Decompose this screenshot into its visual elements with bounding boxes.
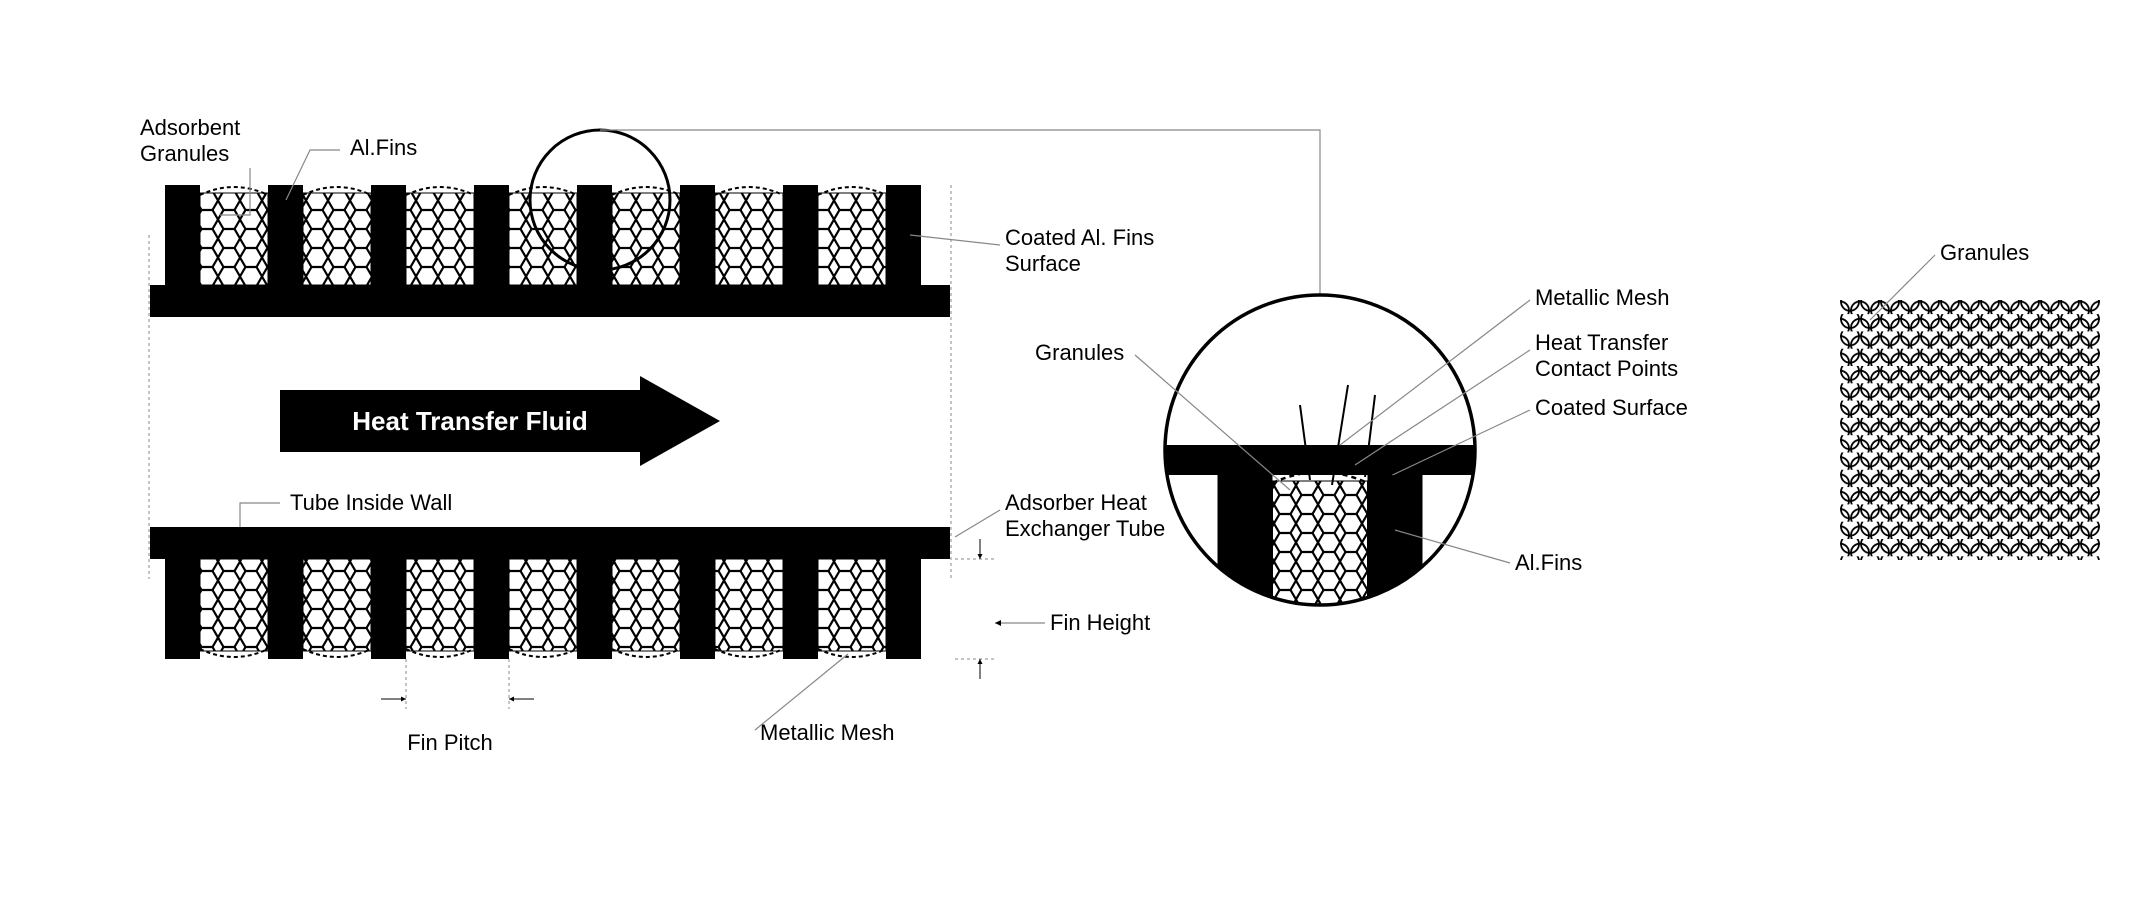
heat-transfer-contact-points-label: Heat TransferContact Points: [1535, 330, 1678, 381]
adsorber-heat-exchanger-tube-label: Adsorber HeatExchanger Tube: [1005, 490, 1165, 541]
al-fins-label-detail: Al.Fins: [1515, 550, 1582, 575]
coated-al-fins-surface-label: Coated Al. FinsSurface: [1005, 225, 1154, 276]
granules-label-patch: Granules: [1940, 240, 2029, 265]
al-fins-label-top: Al.Fins: [350, 135, 417, 160]
diagram-root: Heat Transfer Fluid AdsorbentGranules Al.…: [20, 20, 2148, 878]
metallic-mesh-label-detail: Metallic Mesh: [1535, 285, 1669, 310]
granules-label-detail: Granules: [1035, 340, 1124, 365]
adsorbent-granules-label: AdsorbentGranules: [140, 115, 240, 166]
fin-pitch-label: Fin Pitch: [407, 730, 493, 755]
tube-inside-wall-label: Tube Inside Wall: [290, 490, 452, 515]
granules-patch: [1840, 300, 2100, 560]
fin-height-label: Fin Height: [1050, 610, 1150, 635]
heat-transfer-fluid-label: Heat Transfer Fluid: [352, 406, 588, 436]
coated-surface-label: Coated Surface: [1535, 395, 1688, 420]
metallic-mesh-label-bottom: Metallic Mesh: [760, 720, 894, 745]
detail-circle: [1165, 295, 1475, 630]
